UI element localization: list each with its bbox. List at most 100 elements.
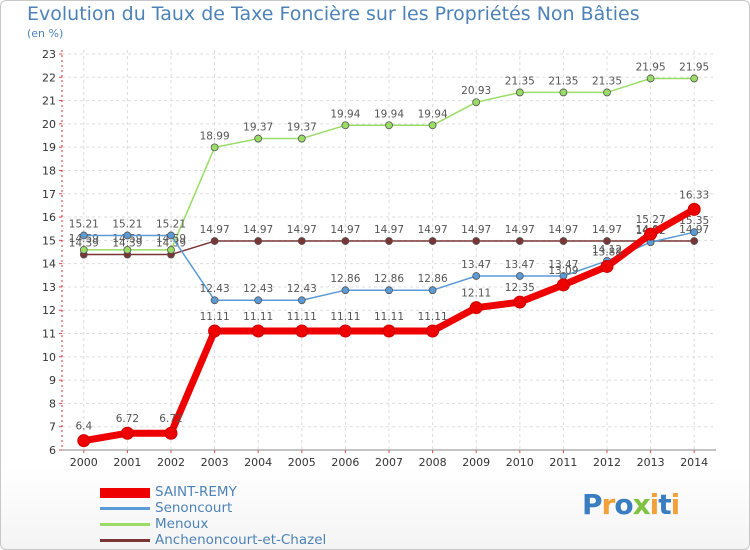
x-tick-label: 2011 bbox=[549, 456, 577, 469]
data-point bbox=[603, 88, 611, 97]
data-point bbox=[515, 272, 524, 280]
x-tick-label: 2009 bbox=[462, 456, 490, 469]
data-label: 6.72 bbox=[159, 413, 182, 425]
data-label: 12.86 bbox=[330, 273, 360, 285]
data-label: 14.12 bbox=[592, 244, 622, 256]
data-label: 19.94 bbox=[418, 108, 448, 120]
data-label: 12.43 bbox=[243, 283, 273, 295]
data-label: 11.11 bbox=[287, 311, 317, 323]
y-tick-label: 9 bbox=[49, 374, 56, 387]
data-point bbox=[167, 231, 175, 240]
x-tick-label: 2012 bbox=[593, 456, 621, 469]
legend-label: SAINT-REMY bbox=[155, 484, 237, 500]
data-label: 14.97 bbox=[418, 224, 448, 236]
data-label: 15.21 bbox=[156, 218, 186, 230]
data-label: 15.27 bbox=[636, 214, 666, 226]
data-point bbox=[79, 246, 88, 254]
legend-swatch bbox=[100, 523, 150, 526]
y-axis-unit-label: (en %) bbox=[27, 27, 64, 40]
data-point bbox=[690, 237, 699, 245]
data-label: 14.97 bbox=[200, 224, 230, 236]
y-tick-label: 16 bbox=[42, 211, 56, 224]
data-label: 21.35 bbox=[505, 75, 535, 87]
y-tick-label: 21 bbox=[42, 95, 56, 108]
data-point bbox=[341, 121, 350, 130]
y-tick-label: 11 bbox=[42, 328, 56, 341]
data-point bbox=[123, 246, 132, 254]
x-tick-label: 2008 bbox=[419, 456, 447, 469]
data-point bbox=[513, 295, 527, 309]
y-tick-label: 23 bbox=[42, 48, 56, 61]
data-label: 14.97 bbox=[592, 224, 622, 236]
data-label: 14.97 bbox=[330, 224, 360, 236]
data-point bbox=[472, 98, 481, 107]
data-point bbox=[254, 237, 263, 245]
x-tick-label: 2007 bbox=[375, 456, 403, 469]
data-point bbox=[251, 324, 265, 338]
y-tick-label: 13 bbox=[42, 281, 56, 294]
chart-title: Evolution du Taux de Taxe Foncière sur l… bbox=[27, 3, 640, 25]
data-point bbox=[428, 121, 437, 130]
data-label: 21.95 bbox=[679, 61, 709, 73]
x-tick-label: 2004 bbox=[244, 456, 272, 469]
data-point bbox=[297, 296, 306, 305]
data-label: 11.11 bbox=[200, 311, 230, 323]
data-label: 20.93 bbox=[461, 85, 491, 97]
data-point bbox=[120, 426, 134, 440]
data-label: 12.43 bbox=[287, 283, 317, 295]
x-tick-label: 2005 bbox=[288, 456, 316, 469]
data-point bbox=[79, 231, 88, 240]
data-point bbox=[297, 134, 306, 143]
data-point bbox=[472, 272, 481, 280]
data-point bbox=[472, 237, 481, 245]
y-tick-label: 17 bbox=[42, 188, 56, 201]
data-point bbox=[515, 237, 524, 245]
data-point bbox=[559, 88, 568, 97]
legend-swatch bbox=[100, 488, 150, 498]
data-label: 12.43 bbox=[200, 283, 230, 295]
y-tick-label: 8 bbox=[49, 397, 56, 410]
data-point bbox=[690, 74, 699, 83]
data-point bbox=[687, 202, 701, 216]
data-label: 12.86 bbox=[418, 273, 448, 285]
data-point bbox=[385, 237, 393, 245]
legend-label: Senoncourt bbox=[155, 500, 233, 516]
data-point bbox=[382, 324, 396, 338]
data-label: 12.86 bbox=[374, 273, 404, 285]
y-tick-label: 20 bbox=[42, 118, 56, 131]
data-label: 11.11 bbox=[374, 311, 404, 323]
data-label: 16.33 bbox=[679, 189, 709, 201]
y-tick-label: 18 bbox=[42, 164, 56, 177]
data-point bbox=[210, 143, 219, 152]
data-label: 19.37 bbox=[243, 122, 273, 134]
data-label: 18.99 bbox=[200, 130, 230, 142]
data-label: 13.47 bbox=[505, 259, 535, 271]
data-label: 11.11 bbox=[330, 311, 360, 323]
data-point bbox=[254, 134, 263, 143]
x-tick-label: 2000 bbox=[70, 456, 98, 469]
data-point bbox=[428, 237, 437, 245]
y-tick-label: 19 bbox=[42, 141, 56, 154]
data-point bbox=[600, 259, 614, 273]
data-point bbox=[254, 296, 263, 305]
data-label: 13.47 bbox=[548, 259, 578, 271]
data-label: 14.97 bbox=[287, 224, 317, 236]
data-point bbox=[77, 434, 91, 448]
data-point bbox=[428, 286, 437, 295]
x-tick-label: 2013 bbox=[637, 456, 665, 469]
data-label: 14.97 bbox=[374, 224, 404, 236]
data-label: 14.97 bbox=[548, 224, 578, 236]
x-tick-label: 2001 bbox=[113, 456, 141, 469]
data-label: 6.72 bbox=[116, 413, 139, 425]
data-label: 13.09 bbox=[548, 265, 578, 277]
x-tick-label: 2006 bbox=[331, 456, 359, 469]
x-tick-label: 2002 bbox=[157, 456, 185, 469]
data-point bbox=[515, 88, 524, 97]
data-label: 19.37 bbox=[287, 122, 317, 134]
data-point bbox=[208, 324, 222, 338]
data-point bbox=[297, 237, 306, 245]
data-point bbox=[426, 324, 440, 338]
data-label: 21.95 bbox=[636, 61, 666, 73]
data-label: 19.94 bbox=[330, 108, 360, 120]
